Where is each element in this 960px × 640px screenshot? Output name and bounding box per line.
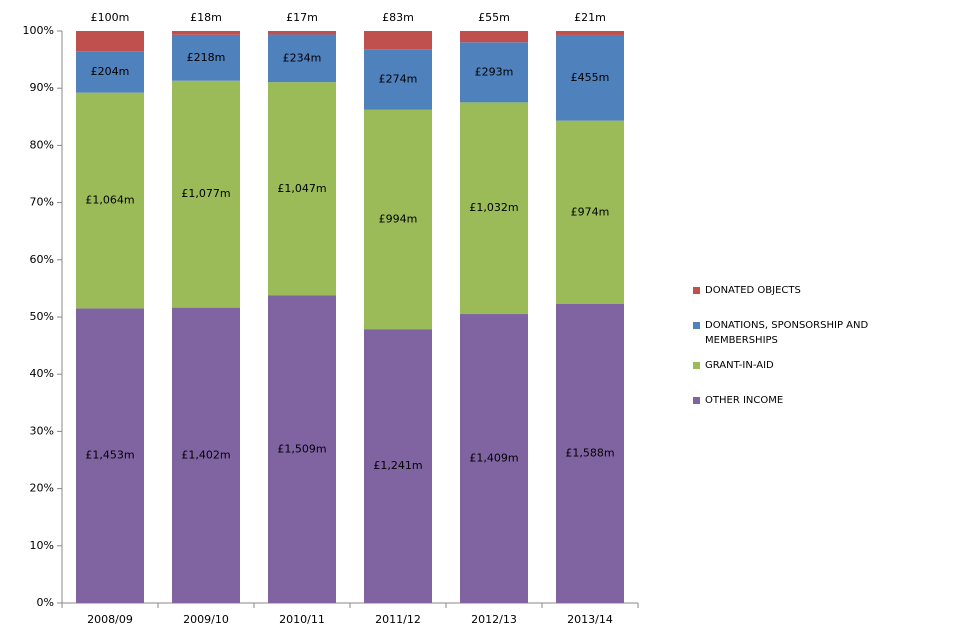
y-tick-label: 10% [30,539,54,552]
bar-segment [172,307,240,603]
data-label: £100m [91,11,130,24]
legend: DONATED OBJECTS DONATIONS, SPONSORSHIP AN… [693,283,893,408]
bar-segment [268,31,336,35]
bar-segment [76,31,144,52]
legend-entry: OTHER INCOME [693,393,893,408]
bar-segment [460,42,528,103]
bar-segment [364,49,432,110]
data-label: £234m [283,51,322,64]
legend-entry: GRANT-IN-AID [693,358,893,373]
data-label: £1,453m [85,449,134,462]
legend-label: DONATIONS, SPONSORSHIP AND MEMBERSHIPS [705,320,869,346]
data-label: £293m [475,65,514,78]
y-tick-label: 70% [30,196,54,209]
data-label: £218m [187,51,226,64]
x-tick-label: 2012/13 [471,613,517,626]
data-label: £994m [379,212,418,225]
data-label: £1,047m [277,182,326,195]
data-label: £974m [571,205,610,218]
bar-segment [172,80,240,308]
x-tick-label: 2009/10 [183,613,229,626]
y-tick-label: 50% [30,310,54,323]
data-label: £1,509m [277,442,326,455]
data-label: £1,032m [469,201,518,214]
y-tick-label: 40% [30,367,54,380]
y-tick-label: 0% [37,596,54,609]
legend-label: DONATED OBJECTS [705,285,801,296]
bar-segment [556,31,624,35]
bar-segment [556,34,624,121]
legend-label: OTHER INCOME [705,395,784,406]
bar-segment [460,31,528,43]
legend-entry: DONATIONS, SPONSORSHIP AND MEMBERSHIPS [693,318,893,348]
bar-segment [76,51,144,93]
data-label: £18m [190,11,222,24]
data-label: £1,241m [373,459,422,472]
bar-segment [172,34,240,81]
bar-segment [364,31,432,50]
data-label: £1,077m [181,187,230,200]
x-tick-label: 2008/09 [87,613,133,626]
bar-segment [76,308,144,603]
data-label: £204m [91,65,130,78]
data-label: £1,588m [565,447,614,460]
bar-segment [76,92,144,309]
bar-segment [268,34,336,83]
bar-segment [556,304,624,603]
legend-entry: DONATED OBJECTS [693,283,893,298]
legend-swatch [693,287,700,294]
bar-segment [556,120,624,305]
bar-segment [364,329,432,603]
y-tick-label: 100% [23,24,54,37]
y-tick-label: 90% [30,81,54,94]
data-label: £455m [571,71,610,84]
bar-segment [460,102,528,315]
x-tick-label: 2013/14 [567,613,613,626]
y-tick-label: 30% [30,424,54,437]
legend-swatch [693,397,700,404]
data-label: £1,064m [85,194,134,207]
bar-segment [364,109,432,330]
bar-segment [268,82,336,296]
legend-swatch [693,322,700,329]
y-tick-label: 20% [30,482,54,495]
data-label: £274m [379,73,418,86]
bar-segment [268,295,336,603]
bar-segment [172,31,240,35]
y-tick-label: 80% [30,138,54,151]
data-label: £21m [574,11,606,24]
data-label: £55m [478,11,510,24]
data-label: £83m [382,11,414,24]
legend-swatch [693,362,700,369]
legend-label: GRANT-IN-AID [705,360,774,371]
y-tick-label: 60% [30,253,54,266]
data-label: £17m [286,11,318,24]
data-label: £1,402m [181,448,230,461]
x-tick-label: 2010/11 [279,613,325,626]
data-label: £1,409m [469,452,518,465]
x-tick-label: 2011/12 [375,613,421,626]
bar-segment [460,314,528,603]
